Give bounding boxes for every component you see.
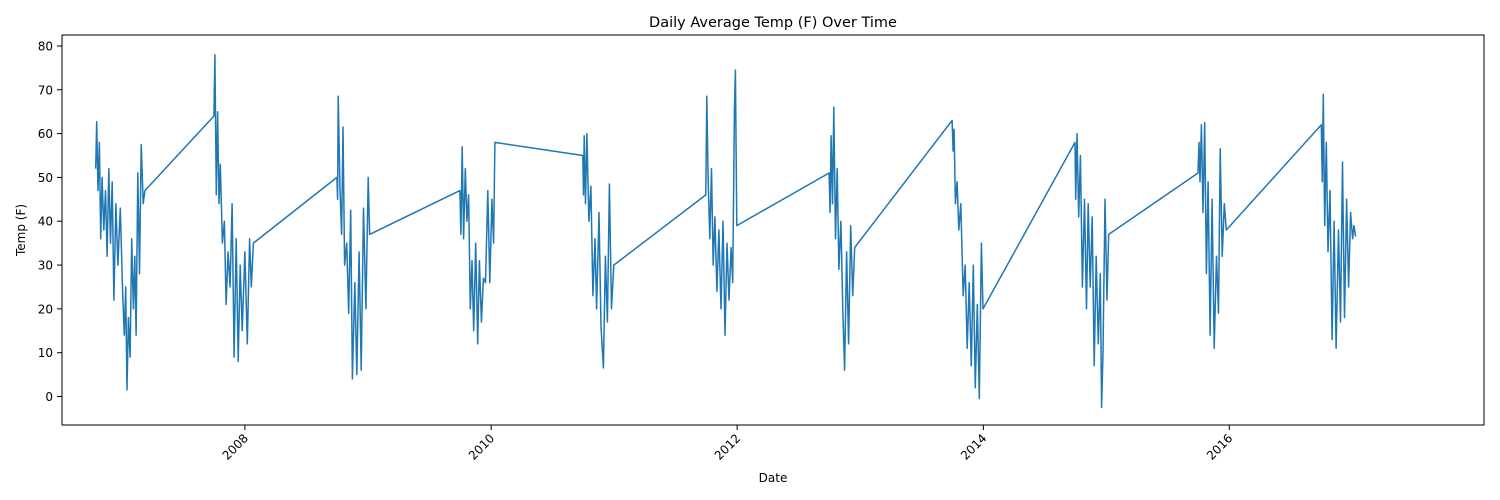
series-line (94, 53, 1357, 409)
y-tick-label: 60 (38, 127, 53, 141)
x-axis-ticks: 2008 2010 2012 2014 2016 (220, 425, 1235, 463)
y-tick-label: 50 (38, 171, 53, 185)
y-tick-label: 40 (38, 215, 53, 229)
y-tick-label: 70 (38, 83, 53, 97)
chart-title: Daily Average Temp (F) Over Time (649, 15, 897, 31)
y-tick-label: 10 (38, 346, 53, 360)
y-tick-label: 0 (45, 390, 53, 404)
y-tick-label: 80 (38, 39, 53, 53)
plot-area-frame (61, 34, 1485, 426)
y-tick-label: 30 (38, 259, 53, 273)
x-tick-label: 2008 (220, 431, 251, 462)
x-tick-label: 2014 (958, 431, 989, 462)
x-tick-label: 2016 (1204, 431, 1235, 462)
x-tick-label: 2012 (712, 431, 743, 462)
y-tick-label: 20 (38, 302, 53, 316)
x-axis-title: Date (759, 471, 788, 485)
y-axis-ticks: 0 10 20 30 40 50 60 70 80 (38, 39, 62, 404)
x-tick-label: 2010 (466, 431, 497, 462)
y-axis-title: Temp (F) (14, 204, 28, 257)
